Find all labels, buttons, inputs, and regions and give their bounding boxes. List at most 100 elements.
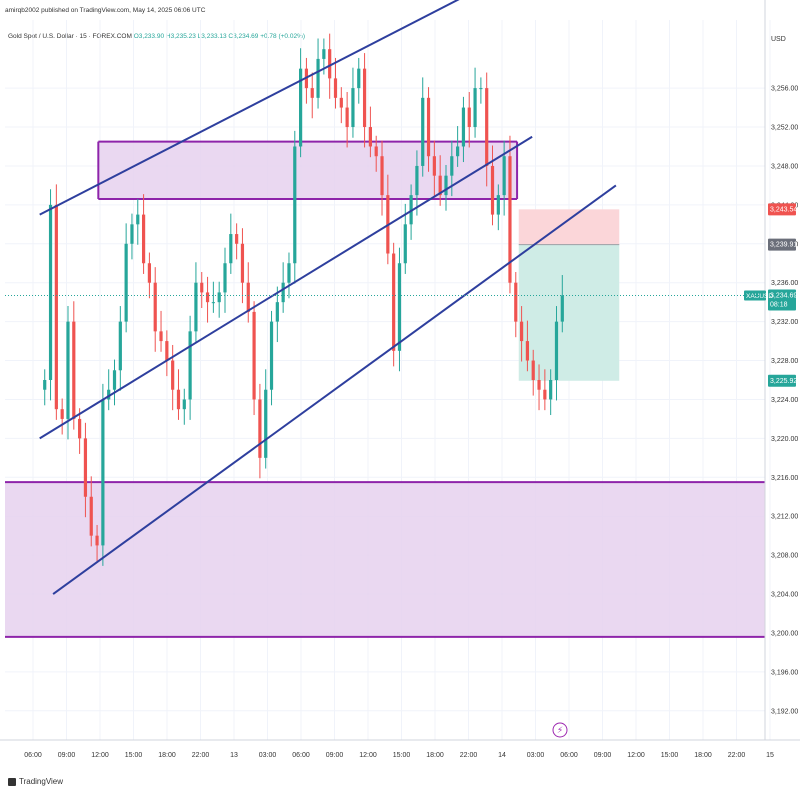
candle-body bbox=[240, 243, 245, 283]
time-tick-label: 09:00 bbox=[58, 752, 76, 759]
target-price-label-bg bbox=[768, 374, 796, 387]
candle-body bbox=[112, 370, 117, 390]
candle-body bbox=[258, 399, 262, 458]
entry-price-label-bg bbox=[768, 238, 796, 251]
candle-body bbox=[392, 253, 396, 351]
candle-body bbox=[333, 78, 338, 98]
misc-marks: ⚡ bbox=[5, 294, 765, 738]
candle-body bbox=[54, 204, 58, 410]
price-tick-label: 3,204.00 bbox=[771, 592, 798, 599]
lightning-icon: ⚡ bbox=[557, 726, 563, 736]
candle-body bbox=[543, 389, 547, 400]
candle-body bbox=[89, 496, 93, 536]
candle-body bbox=[467, 107, 471, 128]
current-price-label: 08:18 bbox=[770, 301, 788, 308]
time-tick-label: 03:00 bbox=[259, 752, 277, 759]
candle-body bbox=[525, 341, 530, 361]
position-tool bbox=[518, 209, 620, 381]
candle-body bbox=[275, 302, 279, 322]
candles bbox=[43, 33, 564, 566]
candle-body bbox=[537, 380, 541, 390]
time-tick-label: 09:00 bbox=[326, 752, 344, 759]
candle-body bbox=[426, 97, 431, 157]
candle-body bbox=[485, 88, 489, 166]
tradingview-logo-icon bbox=[8, 777, 16, 786]
candle-body bbox=[194, 282, 198, 332]
price-tick-label: 3,200.00 bbox=[771, 630, 798, 637]
time-tick-label: 12:00 bbox=[359, 752, 377, 759]
candle-body bbox=[287, 263, 291, 283]
candle-body bbox=[118, 321, 122, 371]
symbol-legend[interactable]: Gold Spot / U.S. Dollar · 15 · FOREX.COM… bbox=[8, 33, 305, 40]
time-tick-label: 15:00 bbox=[661, 752, 679, 759]
candle-body bbox=[78, 418, 82, 439]
candle-body bbox=[514, 282, 518, 322]
candle-body bbox=[223, 263, 227, 293]
zone-area bbox=[5, 482, 765, 637]
time-tick-label: 12:00 bbox=[627, 752, 645, 759]
candle-body bbox=[508, 156, 512, 283]
candle-body bbox=[479, 88, 483, 90]
candle-body bbox=[176, 389, 181, 410]
candle-body bbox=[519, 321, 524, 342]
price-tick-label: 3,216.00 bbox=[771, 475, 798, 482]
price-axis: 3,192.00 3,196.00 3,200.00 3,204.00 3,208.00… bbox=[764, 0, 798, 740]
ohlc-values: O3,233.90 H3,235.23 L3,233.13 C3,234.69 … bbox=[133, 33, 306, 40]
time-tick-label: 18:00 bbox=[694, 752, 712, 759]
candle-body bbox=[351, 88, 355, 128]
stop-loss-box bbox=[518, 209, 620, 245]
candle-body bbox=[147, 263, 152, 283]
candle-body bbox=[502, 156, 506, 196]
candle-body bbox=[310, 88, 314, 98]
time-tick-label: 09:00 bbox=[594, 752, 612, 759]
candle-body bbox=[130, 224, 134, 244]
candle-body bbox=[200, 282, 204, 293]
candle-body bbox=[380, 156, 384, 196]
candle-body bbox=[235, 234, 239, 244]
price-tick-label: 3,232.00 bbox=[771, 319, 798, 326]
publish-header: amirqb2002 published on TradingView.com,… bbox=[5, 7, 206, 14]
candle-body bbox=[165, 341, 169, 361]
candle-body bbox=[188, 331, 192, 400]
candle-body bbox=[141, 214, 146, 264]
candle-body bbox=[72, 321, 76, 419]
time-tick-label: 22:00 bbox=[460, 752, 478, 759]
candle-body bbox=[211, 302, 215, 304]
candle-body bbox=[136, 214, 140, 225]
time-tick-label: 13 bbox=[230, 752, 238, 759]
candle-body bbox=[415, 165, 419, 196]
candle-body bbox=[83, 438, 88, 497]
time-tick-label: 15:00 bbox=[393, 752, 411, 759]
time-axis: 06:00 09:00 12:00 15:00 18:00 22:00 13 03:00 06:… bbox=[0, 739, 800, 759]
price-tick-label: 3,208.00 bbox=[771, 553, 798, 560]
candle-body bbox=[322, 49, 326, 59]
candle-body bbox=[48, 204, 53, 380]
price-tick-label: 3,224.00 bbox=[771, 397, 798, 404]
zone-area bbox=[98, 141, 518, 200]
time-tick-label: 22:00 bbox=[192, 752, 210, 759]
candle-body bbox=[229, 234, 233, 264]
candle-body bbox=[496, 195, 500, 215]
current-price-label: 3,234.69 bbox=[770, 292, 797, 299]
candle-body bbox=[43, 380, 47, 390]
candle-body bbox=[159, 331, 163, 342]
candle-body bbox=[444, 175, 448, 196]
currency-label[interactable]: USD bbox=[771, 36, 786, 43]
time-tick-label: 22:00 bbox=[728, 752, 746, 759]
candle-body bbox=[403, 224, 407, 264]
entry-price-label: 3,239.91 bbox=[770, 242, 797, 249]
candle-body bbox=[368, 127, 372, 147]
candle-body bbox=[107, 389, 111, 400]
current-price-label-bg bbox=[768, 289, 796, 311]
candle-body bbox=[490, 165, 495, 215]
candle-body bbox=[531, 360, 535, 380]
candle-body bbox=[66, 321, 70, 419]
candle-body bbox=[357, 68, 361, 89]
candle-body bbox=[217, 292, 221, 303]
lightning-icon bbox=[552, 722, 568, 738]
candle-body bbox=[60, 409, 64, 419]
candle-body bbox=[182, 399, 186, 410]
candle-body bbox=[362, 68, 367, 128]
stop-price-label: 3,243.54 bbox=[770, 206, 797, 213]
